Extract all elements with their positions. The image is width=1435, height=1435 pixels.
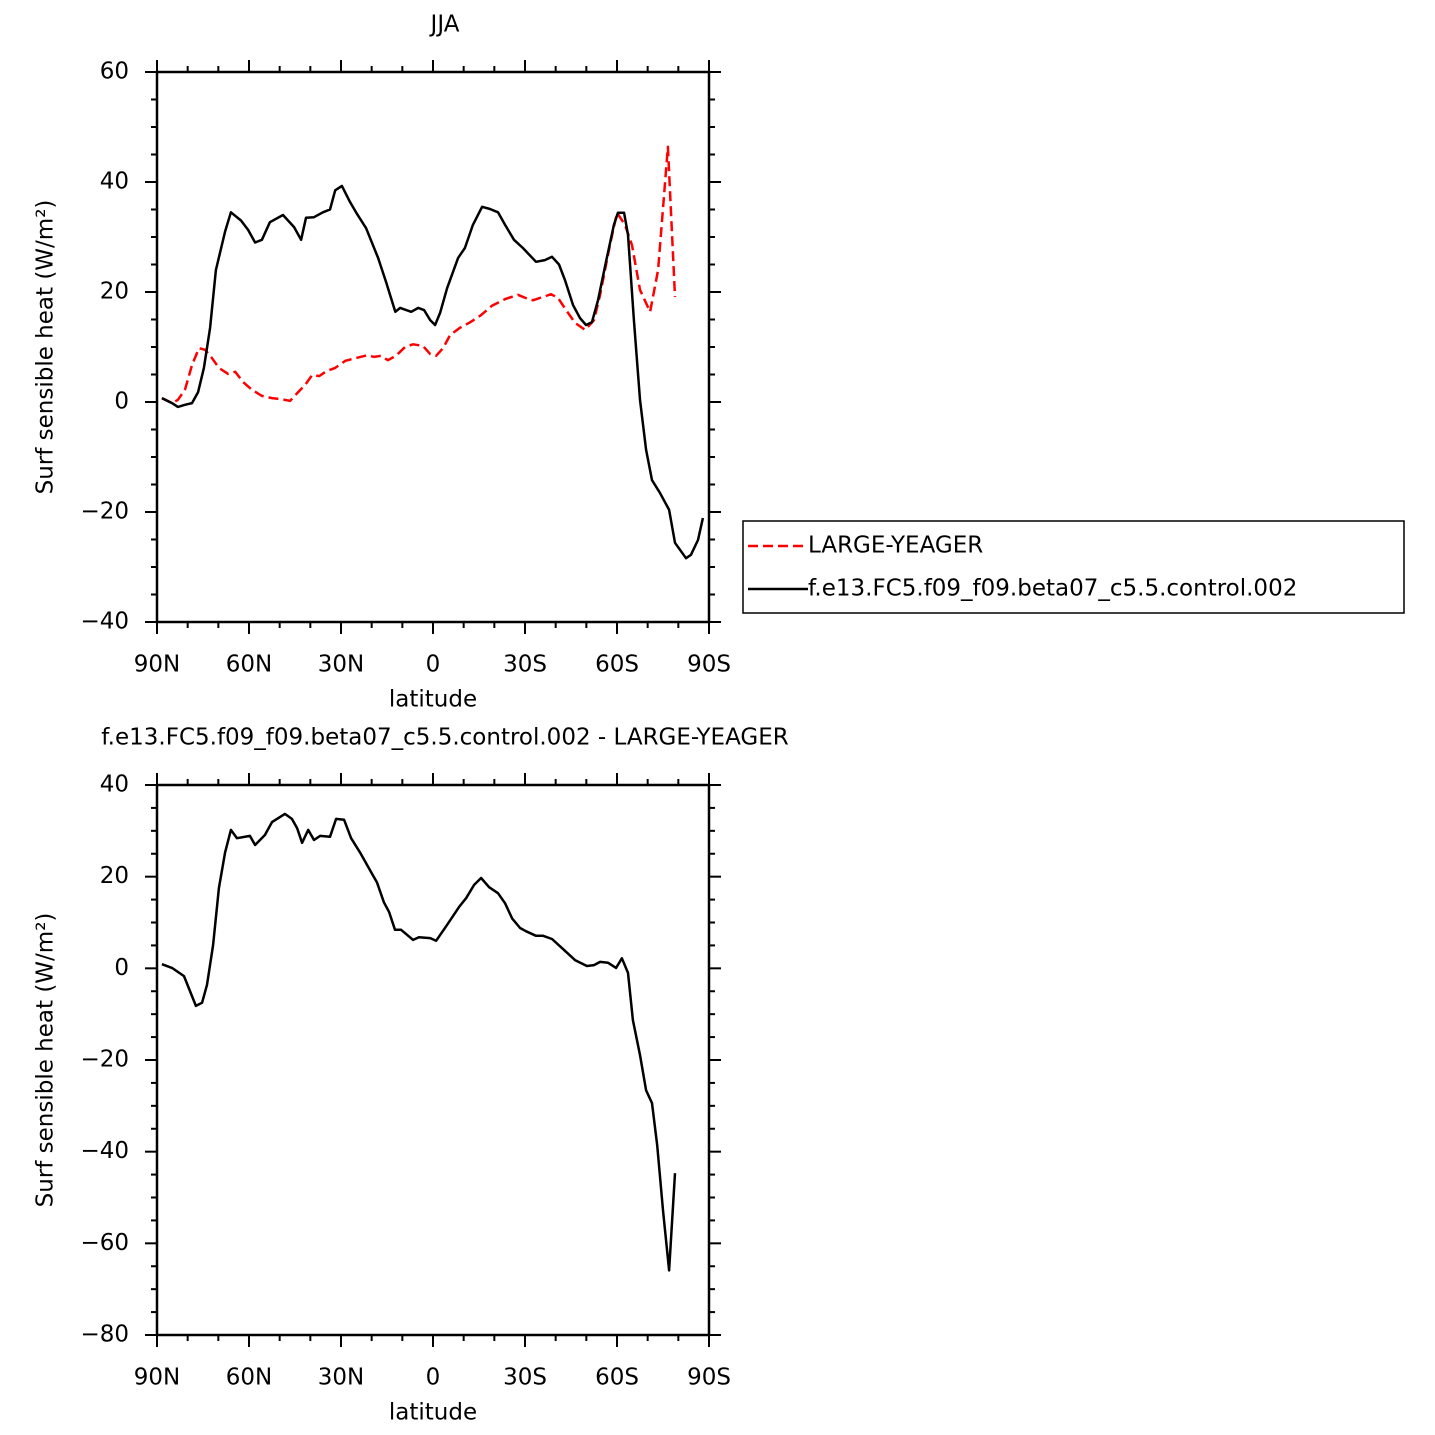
x-tick-label: 90N bbox=[134, 1365, 180, 1391]
y-tick-label: 20 bbox=[100, 279, 129, 305]
y-tick-label: 20 bbox=[100, 863, 129, 889]
y-tick-label: 60 bbox=[100, 59, 129, 85]
x-tick-label: 30N bbox=[318, 1365, 364, 1391]
x-tick-label: 60S bbox=[595, 652, 639, 678]
y-axis-label: Surf sensible heat (W/m²) bbox=[33, 200, 59, 495]
data-line bbox=[161, 812, 677, 1272]
chart-title: f.e13.FC5.f09_f09.beta07_c5.5.control.00… bbox=[101, 725, 789, 751]
legend-box bbox=[742, 520, 1405, 614]
x-tick-label: 30S bbox=[503, 652, 547, 678]
x-tick-label: 90N bbox=[134, 652, 180, 678]
y-tick-label: −20 bbox=[80, 499, 129, 525]
y-tick-label: 40 bbox=[100, 772, 129, 798]
x-tick-label: 60N bbox=[226, 652, 272, 678]
data-line bbox=[161, 145, 677, 405]
y-tick-label: 0 bbox=[114, 389, 129, 415]
x-tick-label: 30N bbox=[318, 652, 364, 678]
y-tick-label: −80 bbox=[80, 1322, 129, 1348]
x-tick-label: 0 bbox=[426, 652, 441, 678]
plot-frame bbox=[155, 783, 711, 1337]
x-tick-label: 0 bbox=[426, 1365, 441, 1391]
plot-frame bbox=[155, 70, 711, 624]
y-tick-label: −20 bbox=[80, 1047, 129, 1073]
legend-label: f.e13.FC5.f09_f09.beta07_c5.5.control.00… bbox=[808, 576, 1297, 602]
x-tick-label: 90S bbox=[687, 1365, 731, 1391]
x-tick-label: 60S bbox=[595, 1365, 639, 1391]
legend-label: LARGE-YEAGER bbox=[808, 533, 983, 559]
data-line bbox=[161, 184, 705, 560]
y-axis-label: Surf sensible heat (W/m²) bbox=[33, 913, 59, 1208]
y-tick-label: −40 bbox=[80, 1138, 129, 1164]
x-tick-label: 60N bbox=[226, 1365, 272, 1391]
y-tick-label: 40 bbox=[100, 169, 129, 195]
x-tick-label: 90S bbox=[687, 652, 731, 678]
y-tick-label: −40 bbox=[80, 609, 129, 635]
y-tick-label: −60 bbox=[80, 1230, 129, 1256]
x-tick-label: 30S bbox=[503, 1365, 547, 1391]
chart-title: JJA bbox=[429, 12, 460, 38]
x-axis-label: latitude bbox=[389, 1400, 477, 1426]
y-tick-label: 0 bbox=[114, 955, 129, 981]
x-axis-label: latitude bbox=[389, 687, 477, 713]
